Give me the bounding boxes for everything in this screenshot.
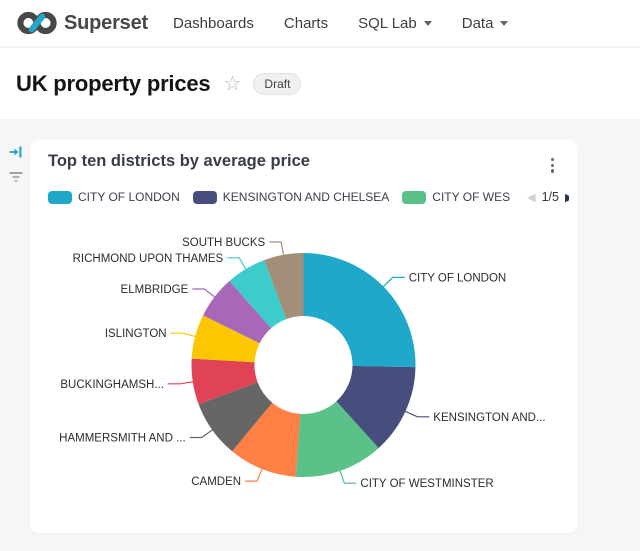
slice-leader-line <box>227 257 247 271</box>
donut-chart: CITY OF LONDON KENSINGTON AND... CITY OF W… <box>59 237 545 490</box>
legend-next-page-icon[interactable]: ▶ <box>565 191 569 204</box>
legend-item[interactable]: KENSINGTON AND CHELSEA <box>192 190 390 204</box>
slice-leader-line <box>245 467 263 482</box>
slice-callout-label: ELMBRIDGE <box>121 284 189 296</box>
main-nav: Dashboards Charts SQL Lab Data <box>158 0 523 46</box>
donut-slice[interactable] <box>264 253 304 320</box>
donut-slice[interactable] <box>303 253 416 368</box>
superset-infinity-icon <box>17 11 57 35</box>
donut-slice[interactable] <box>203 280 272 344</box>
app-header: Superset Dashboards Charts SQL Lab Data <box>0 0 640 48</box>
slice-callout-label: CITY OF LONDON <box>409 272 507 284</box>
nav-item-sql-lab[interactable]: SQL Lab <box>343 0 447 46</box>
slice-leader-line <box>269 241 285 256</box>
page-title: UK property prices <box>16 70 211 96</box>
nav-label: Dashboards <box>173 14 254 32</box>
donut-slice[interactable] <box>191 358 258 405</box>
nav-item-dashboards[interactable]: Dashboards <box>158 0 269 46</box>
donut-slice[interactable] <box>336 365 416 449</box>
slice-callout-label: ISLINGTON <box>105 328 167 340</box>
slice-callout-label: SOUTH BUCKS <box>182 237 265 249</box>
slice-leader-line <box>170 332 197 338</box>
nav-label: SQL Lab <box>358 14 417 32</box>
superset-logo[interactable]: Superset <box>16 10 148 36</box>
kebab-icon <box>550 158 554 162</box>
favorite-star-icon[interactable]: ☆ <box>223 72 242 95</box>
expand-filter-bar-button[interactable] <box>7 143 24 165</box>
legend-swatch <box>48 190 72 204</box>
dashboard-title-bar: UK property prices ☆ Draft <box>0 48 640 119</box>
legend-swatch <box>192 190 217 204</box>
slice-callout-label: RICHMOND UPON THAMES <box>73 253 224 265</box>
nav-label: Data <box>461 14 494 32</box>
chart-options-menu-button[interactable] <box>546 155 559 176</box>
nav-item-charts[interactable]: Charts <box>269 0 343 46</box>
slice-callout-label: BUCKINGHAMSH... <box>60 379 164 391</box>
slice-callout-label: CITY OF WESTMINSTER <box>360 478 493 490</box>
nav-item-data[interactable]: Data <box>447 0 524 46</box>
donut-slice[interactable] <box>191 315 260 363</box>
chevron-down-icon <box>500 20 509 26</box>
kebab-icon <box>550 169 554 173</box>
slice-callout-label: CAMDEN <box>191 476 241 488</box>
legend-label: CITY OF LONDON <box>78 190 180 204</box>
brand-name: Superset <box>64 11 148 34</box>
chart-title: Top ten districts by average price <box>48 152 310 170</box>
chart-card: Top ten districts by average price CITY … <box>30 140 577 533</box>
status-badge: Draft <box>253 72 302 95</box>
donut-slice[interactable] <box>232 402 301 477</box>
donut-slice[interactable] <box>198 382 273 452</box>
legend-label: KENSINGTON AND CHELSEA <box>222 190 390 204</box>
legend-swatch <box>402 190 427 204</box>
kebab-icon <box>550 163 554 167</box>
dashboard-body: Top ten districts by average price CITY … <box>0 119 640 551</box>
nav-label: Charts <box>283 14 329 32</box>
slice-leader-line <box>167 381 194 385</box>
donut-slice[interactable] <box>229 260 287 329</box>
legend-item[interactable]: CITY OF LONDON <box>48 190 180 204</box>
legend-page-indicator: 1/5 <box>541 190 559 204</box>
slice-callout-label: HAMMERSMITH AND ... <box>59 433 186 445</box>
slice-leader-line <box>192 288 216 298</box>
arrow-right-to-bar-icon <box>9 146 22 158</box>
chart-legend: CITY OF LONDON KENSINGTON AND CHELSEA CI… <box>48 188 569 206</box>
filter-bar-collapsed-button[interactable] <box>7 168 25 190</box>
slice-leader-line <box>404 410 430 418</box>
legend-label: CITY OF WES <box>432 190 511 204</box>
donut-slice[interactable] <box>295 401 379 477</box>
chevron-down-icon <box>423 20 432 26</box>
slice-leader-line <box>339 469 357 484</box>
slice-leader-line <box>382 276 405 288</box>
legend-prev-page-icon[interactable]: ◀ <box>527 191 536 204</box>
slice-callout-label: KENSINGTON AND... <box>433 412 545 424</box>
legend-item[interactable]: CITY OF WES <box>402 190 510 204</box>
filter-lines-icon <box>9 172 23 182</box>
slice-leader-line <box>189 428 214 439</box>
